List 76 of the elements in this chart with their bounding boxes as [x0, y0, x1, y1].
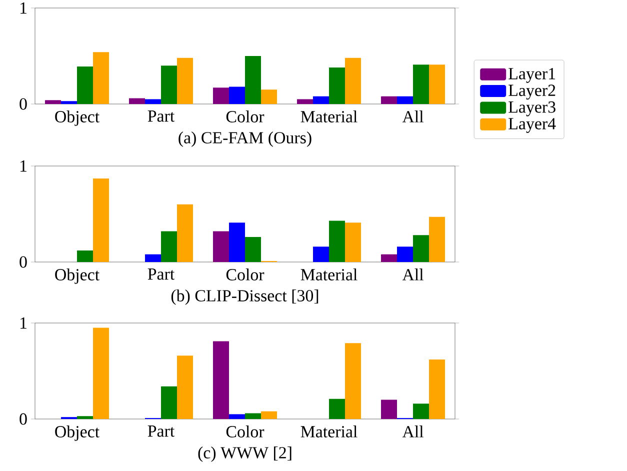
bar	[145, 254, 161, 262]
bar	[429, 359, 445, 419]
x-tick-label: Part	[148, 426, 175, 437]
bar	[245, 237, 261, 262]
bar	[77, 66, 93, 104]
y-tick-label: 0	[20, 256, 27, 268]
bar	[397, 96, 413, 104]
x-tick-label: Part	[148, 110, 175, 122]
bar	[213, 88, 229, 104]
bar	[229, 86, 245, 104]
text: (a) CE-FAM (Ours)	[178, 132, 312, 147]
y-tick-label: 1	[20, 317, 26, 329]
bar	[413, 64, 429, 104]
bar	[213, 341, 229, 419]
x-tick-label: Material	[300, 110, 358, 122]
y-tick-label: 0	[20, 98, 27, 110]
bar	[93, 178, 109, 262]
bar	[161, 386, 177, 419]
legend-label: Layer2	[508, 84, 556, 100]
bar	[161, 66, 177, 104]
x-tick-label: Material	[300, 268, 358, 280]
bar	[61, 101, 77, 104]
x-tick-label: Part	[148, 268, 175, 280]
x-tick-label: All	[402, 268, 424, 280]
bar	[413, 235, 429, 262]
legend-label: Layer3	[508, 101, 556, 116]
x-tick-label: Color	[226, 426, 264, 438]
text: (b) CLIP-Dissect [30]	[171, 290, 318, 305]
x-tick-label: Object	[55, 110, 100, 126]
bar	[245, 56, 261, 104]
bar	[313, 96, 329, 104]
bar	[413, 404, 429, 419]
x-tick-label: All	[402, 426, 424, 438]
x-tick-label: Object	[55, 268, 100, 284]
x-tick-label: Object	[55, 426, 100, 441]
bar	[329, 68, 345, 104]
bar	[145, 99, 161, 104]
y-tick-label: 1	[20, 160, 26, 172]
bar	[345, 58, 361, 104]
bar	[429, 216, 445, 262]
bar	[77, 416, 93, 419]
bar	[129, 98, 145, 104]
bar	[213, 231, 229, 262]
legend-label: Layer1	[508, 68, 556, 83]
bar	[381, 400, 397, 419]
bar	[77, 250, 93, 262]
bar	[297, 99, 313, 104]
legend-label: Layer4	[508, 118, 556, 133]
bar	[261, 90, 277, 104]
bar	[329, 398, 345, 419]
text: (c) WWW [2]	[198, 446, 292, 462]
bar	[313, 246, 329, 262]
x-tick-label: Color	[226, 268, 264, 280]
x-tick-label: Color	[226, 110, 264, 122]
bar	[429, 64, 445, 104]
bar	[345, 343, 361, 419]
bar	[245, 413, 261, 419]
bar	[93, 52, 109, 104]
bar	[177, 58, 193, 104]
bar	[229, 414, 245, 419]
bar	[161, 231, 177, 262]
bar	[177, 356, 193, 419]
y-tick-label: 1	[20, 2, 26, 14]
bar	[329, 220, 345, 262]
bar	[381, 96, 397, 104]
bar	[381, 254, 397, 262]
bar	[177, 204, 193, 262]
bar	[45, 100, 61, 104]
y-tick-label: 0	[20, 413, 27, 425]
bar	[345, 222, 361, 262]
bar	[397, 246, 413, 262]
x-tick-label: All	[402, 110, 424, 122]
bar	[229, 222, 245, 262]
bar	[261, 411, 277, 419]
bar	[93, 328, 109, 419]
x-tick-label: Material	[300, 426, 358, 438]
